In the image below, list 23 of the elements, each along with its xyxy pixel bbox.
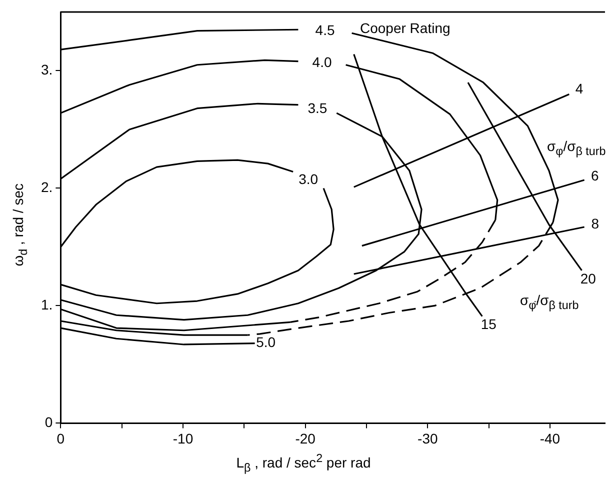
annotation: Cooper Rating (360, 20, 450, 36)
y-tick-label: 0 (44, 414, 53, 430)
x-tick-label: -30 (418, 430, 438, 446)
y-tick-label: 1. (40, 296, 53, 313)
series-label: 20 (580, 270, 596, 286)
x-tick-label: -10 (172, 430, 194, 446)
series-label: 3.0 (298, 170, 318, 187)
x-axis-title: L$_{β}$ , rad / sec$^{2}$ per rad (235, 452, 372, 474)
x-tick-label: -40 (540, 430, 560, 446)
series-label: 4 (575, 80, 584, 97)
annotation: σ$_{φ̈}$/σ$_{β turb}$ (520, 292, 579, 312)
series-label: 8 (591, 216, 600, 232)
series-label: 6 (590, 168, 599, 184)
series-label: 4.0 (312, 54, 332, 70)
series-label: 5.0 (256, 334, 276, 350)
series-label: 15 (480, 316, 497, 332)
y-tick-label: 2. (40, 179, 53, 196)
x-tick-label: 0 (56, 430, 65, 446)
y-tick-label: 3. (40, 62, 53, 78)
series-label: 4.5 (315, 22, 335, 38)
series-label: 3.5 (308, 100, 328, 116)
x-tick-label: -20 (295, 430, 316, 446)
annotation: σ$_{φ}$/σ$_{β turb}$ (547, 138, 606, 158)
